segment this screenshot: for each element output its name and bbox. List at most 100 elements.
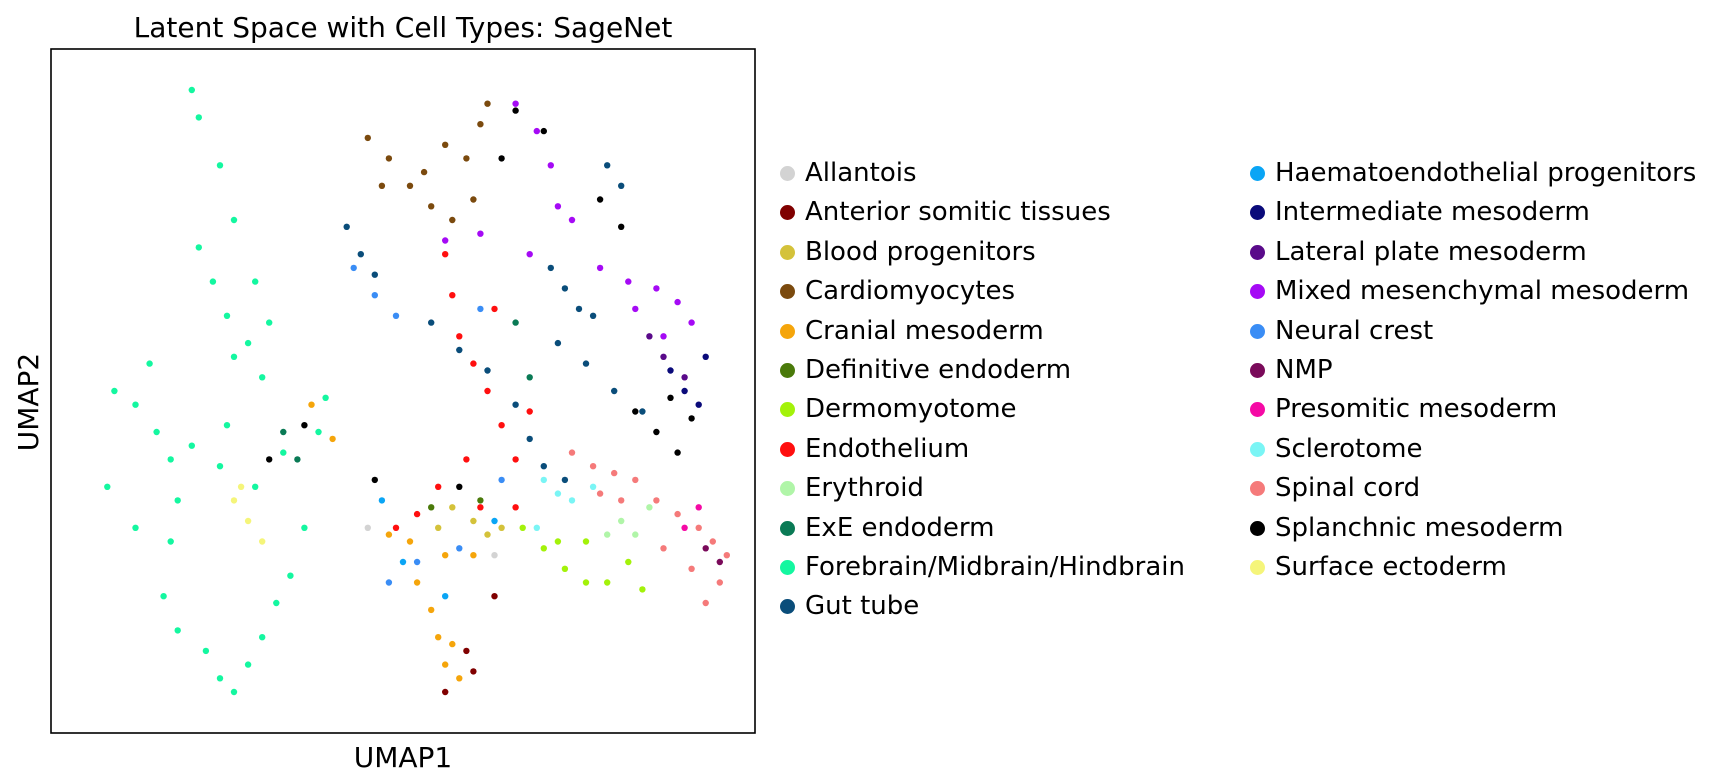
legend-item: Lateral plate mesoderm xyxy=(1250,233,1587,272)
data-point xyxy=(252,278,259,285)
legend-item: Sclerotome xyxy=(1250,430,1422,469)
legend-item: Haematoendothelial progenitors xyxy=(1250,154,1696,193)
cluster-cardiomyocytes xyxy=(364,100,491,224)
data-point xyxy=(695,524,702,531)
data-point xyxy=(477,230,484,237)
legend-label: Neural crest xyxy=(1275,315,1434,346)
chart-title: Latent Space with Cell Types: SageNet xyxy=(133,11,673,44)
legend-item: Spinal cord xyxy=(1250,469,1420,508)
data-point xyxy=(611,469,618,477)
data-point xyxy=(625,558,632,566)
data-point xyxy=(435,524,442,531)
data-point xyxy=(526,435,533,443)
data-point xyxy=(364,134,371,142)
legend-item: ExE endoderm xyxy=(780,509,994,548)
data-point xyxy=(280,449,287,456)
data-point xyxy=(160,593,167,600)
legend-item: Definitive endoderm xyxy=(780,351,1071,390)
data-point xyxy=(695,401,702,408)
data-point xyxy=(484,100,491,107)
data-point xyxy=(259,374,266,381)
cluster-endothelium xyxy=(392,251,533,531)
data-point xyxy=(223,422,231,429)
data-point xyxy=(498,422,505,429)
data-point xyxy=(639,586,646,593)
legend-item: Splanchnic mesoderm xyxy=(1250,509,1564,548)
data-point xyxy=(470,517,477,525)
data-point xyxy=(378,182,386,189)
data-point xyxy=(533,127,540,135)
data-point xyxy=(561,476,569,484)
data-point xyxy=(484,367,491,374)
legend-label: Intermediate mesoderm xyxy=(1275,197,1590,228)
data-point xyxy=(702,599,709,607)
data-point xyxy=(456,675,463,682)
data-point xyxy=(385,579,393,586)
data-point xyxy=(456,545,463,552)
data-point xyxy=(413,510,421,518)
data-point xyxy=(428,504,435,511)
legend-marker xyxy=(780,560,795,575)
legend-label: Definitive endoderm xyxy=(805,355,1072,385)
data-point xyxy=(364,524,371,531)
data-point xyxy=(660,353,667,360)
x-axis-label: UMAP1 xyxy=(353,741,453,774)
data-point xyxy=(230,353,238,360)
legend-marker xyxy=(780,166,795,181)
data-point xyxy=(322,394,329,401)
data-point xyxy=(244,661,252,668)
data-point xyxy=(554,203,562,210)
legend-marker xyxy=(780,441,795,457)
legend-marker xyxy=(1250,402,1265,418)
data-point xyxy=(667,394,674,401)
data-point xyxy=(456,333,463,340)
data-point xyxy=(244,339,252,347)
data-point xyxy=(618,517,625,525)
data-point xyxy=(632,476,639,484)
data-point xyxy=(252,483,259,490)
data-point xyxy=(491,305,498,313)
data-point xyxy=(442,593,449,600)
data-point xyxy=(561,285,569,292)
data-point xyxy=(442,552,449,559)
legend-label: Cardiomyocytes xyxy=(805,276,1015,307)
cluster-surface-ectoderm xyxy=(230,483,266,545)
data-point xyxy=(357,251,364,258)
data-point xyxy=(533,524,540,531)
data-point xyxy=(554,339,562,347)
legend-marker xyxy=(780,284,795,300)
data-point xyxy=(582,360,590,367)
cluster-definitive-endoderm xyxy=(428,497,484,511)
data-point xyxy=(618,497,625,504)
data-point xyxy=(477,121,484,128)
data-point xyxy=(702,353,709,360)
legend-marker xyxy=(780,402,795,418)
data-point xyxy=(442,141,449,148)
legend-marker xyxy=(1250,520,1265,536)
data-point xyxy=(604,579,611,586)
data-point xyxy=(554,538,562,545)
data-point xyxy=(512,401,519,408)
legend-label: ExE endoderm xyxy=(805,512,995,543)
data-point xyxy=(709,538,716,545)
data-point xyxy=(273,599,280,607)
legend-label: Cranial mesoderm xyxy=(805,315,1044,346)
legend-label: Mixed mesenchymal mesoderm xyxy=(1275,276,1690,307)
data-point xyxy=(470,552,477,559)
legend-label: Gut tube xyxy=(805,591,920,622)
data-point xyxy=(266,456,273,463)
cluster-cranial-mesoderm xyxy=(308,401,477,682)
data-point xyxy=(188,442,195,449)
data-point xyxy=(667,367,674,374)
legend-marker xyxy=(780,205,795,221)
data-point xyxy=(216,675,224,682)
legend-label: Erythroid xyxy=(805,473,924,504)
data-point xyxy=(413,579,421,586)
data-point xyxy=(442,688,449,696)
data-point xyxy=(618,182,625,189)
data-point xyxy=(604,531,611,538)
legend-marker xyxy=(780,323,795,339)
cluster-dermomyotome xyxy=(519,524,646,593)
data-point xyxy=(449,640,456,648)
